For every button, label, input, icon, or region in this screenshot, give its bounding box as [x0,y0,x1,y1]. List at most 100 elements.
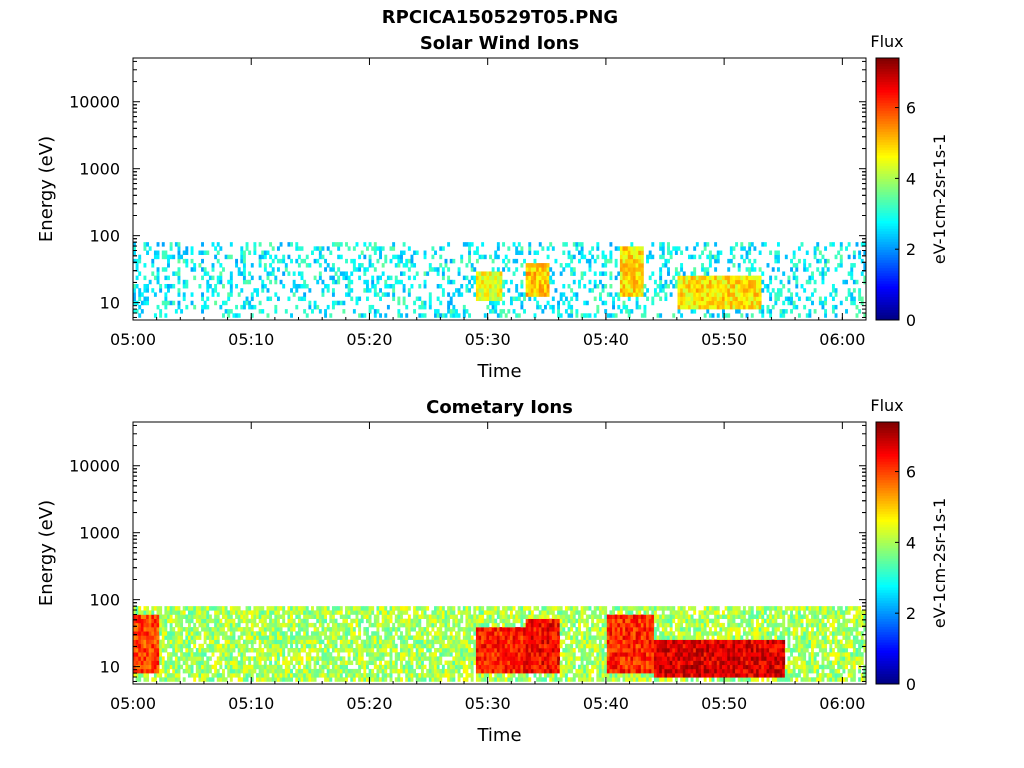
heatmap-cell [580,250,584,255]
heatmap-cell [564,647,568,653]
heatmap-cell [546,267,550,272]
colorbar-segment [876,312,899,316]
heatmap-cell [345,639,348,645]
heatmap-cell [420,668,424,674]
heatmap-cell [214,664,218,670]
heatmap-cell [216,275,220,281]
heatmap-cell [585,639,589,645]
heatmap-cell [324,652,328,657]
heatmap-cell [303,677,307,682]
heatmap-cell [431,677,435,682]
heatmap-cell [525,673,529,678]
heatmap-cell [761,279,765,285]
heatmap-cell [612,631,615,636]
heatmap-cell [633,267,636,272]
heatmap-cell [428,643,432,649]
heatmap-cell [808,313,812,318]
heatmap-cell [410,618,414,624]
heatmap-cell [290,635,293,640]
colorbar-segment [876,244,899,248]
heatmap-cell [229,610,233,615]
heatmap-cell [491,279,495,285]
heatmap-cell [331,288,335,293]
heatmap-cell [536,647,540,653]
heatmap-cell [360,639,364,645]
heatmap-cell [494,279,498,285]
heatmap-cell [407,622,411,628]
heatmap-cell [491,300,495,306]
heatmap-cell [557,652,561,657]
heatmap-cell [706,304,710,310]
heatmap-cell [379,610,382,615]
heatmap-cell [261,250,265,255]
heatmap-cell [240,304,244,310]
heatmap-cell [313,631,317,636]
heatmap-cell [342,660,346,666]
heatmap-cell [169,246,173,251]
heatmap-cell [572,254,576,260]
heatmap-cell [604,258,608,264]
heatmap-cell [428,673,432,678]
figure-title: RPCICA150529T05.PNG [381,7,619,28]
heatmap-cell [227,279,231,285]
heatmap-cell [402,271,406,276]
heatmap-cell [363,267,367,272]
heatmap-cell [701,292,704,297]
heatmap-cell [831,304,835,310]
heatmap-cell [413,656,417,661]
heatmap-cell [151,622,155,628]
heatmap-cell [578,618,581,624]
heatmap-cell [148,610,152,615]
heatmap-cell [795,267,799,272]
heatmap-cell [439,263,443,268]
heatmap-cell [235,258,239,264]
heatmap-cell [601,606,605,611]
heatmap-cell [352,652,356,657]
heatmap-cell [596,643,600,649]
heatmap-cell [491,660,495,666]
heatmap-cell [750,283,754,289]
heatmap-cell [214,622,218,628]
heatmap-cell [494,606,498,611]
heatmap-cell [261,309,265,314]
heatmap-cell [588,656,592,661]
heatmap-cell [384,677,388,682]
heatmap-cell [481,254,485,260]
heatmap-cell [334,673,338,678]
heatmap-cell [151,639,155,645]
heatmap-cell [133,656,136,661]
heatmap-cell [326,639,330,645]
heatmap-cell [287,606,291,611]
heatmap-cell [146,664,150,670]
heatmap-cell [386,610,390,615]
heatmap-cell [559,296,563,302]
heatmap-cell [256,631,259,636]
heatmap-cell [564,673,568,678]
heatmap-cell [347,606,351,611]
heatmap-cell [316,668,320,674]
heatmap-cell [740,279,744,285]
heatmap-cell [169,242,173,247]
heatmap-cell [612,664,615,670]
heatmap-cell [753,246,757,251]
heatmap-cell [735,292,739,297]
heatmap-cell [295,288,299,293]
heatmap-cell [583,300,587,306]
heatmap-cell [174,647,178,653]
heatmap-cell [389,258,393,264]
heatmap-cell [373,313,377,318]
heatmap-cell [172,627,176,632]
heatmap-cell [525,263,529,268]
heatmap-cell [612,296,615,302]
heatmap-cell [397,635,401,640]
heatmap-cell [232,606,236,611]
heatmap-cell [481,622,485,628]
heatmap-cell [753,292,757,297]
heatmap-cell [667,267,670,272]
heatmap-cell [164,313,168,318]
colorbar-segment [876,241,899,245]
heatmap-cell [389,606,393,611]
heatmap-cell [182,279,186,285]
heatmap-cell [517,296,521,302]
heatmap-cell [523,296,526,302]
